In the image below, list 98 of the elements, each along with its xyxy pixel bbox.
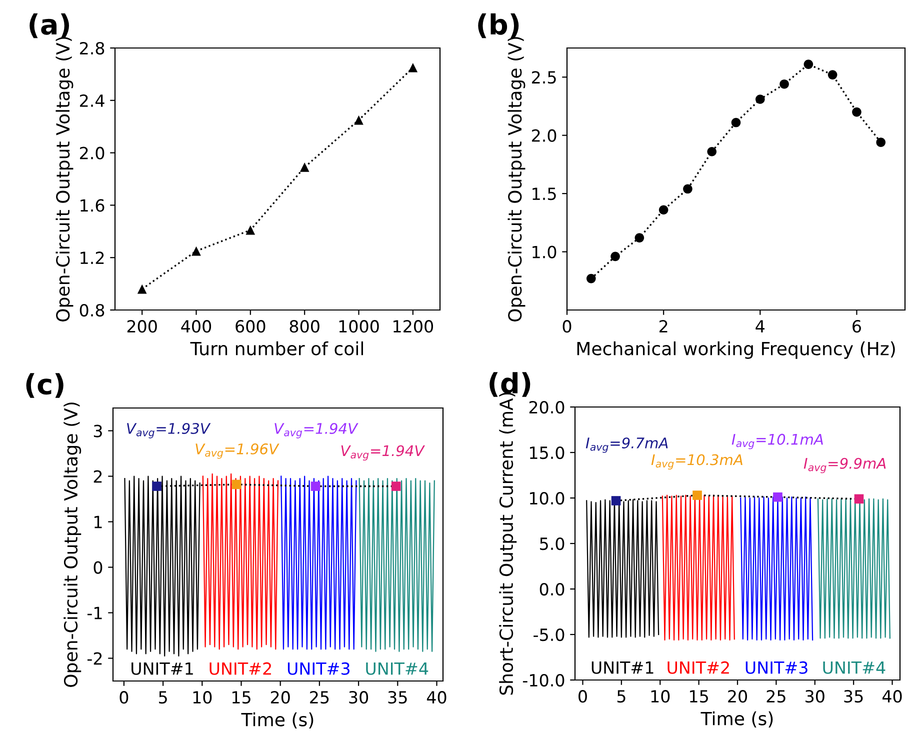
annotation: V$_{avg}$=1.96V [196, 443, 280, 459]
y-tick-label: -5.0 [534, 628, 564, 642]
y-tick-label: -1 [87, 606, 102, 620]
x-tick-label: 20 [270, 691, 290, 704]
annotation: V$_{avg}$=1.94V [274, 422, 358, 438]
y-tick-label: 20.0 [529, 400, 564, 414]
x-tick-label: 1200 [394, 320, 434, 333]
y-tick-label: 0 [94, 561, 102, 574]
chart-title: (b) [478, 13, 519, 38]
series-label: UNIT#4 [823, 662, 886, 674]
x-tick-label: 30 [349, 691, 368, 704]
x-tick-label: 10 [651, 690, 670, 703]
x-tick-label: 800 [290, 320, 320, 333]
point [246, 225, 256, 235]
point [707, 146, 717, 156]
point [804, 60, 814, 69]
x-tick-label: 35 [844, 690, 863, 703]
y-tick-label: 2.5 [532, 71, 556, 84]
x-tick-label: 400 [181, 320, 212, 333]
point [683, 184, 692, 194]
x-axis-title: Turn number of coil [190, 341, 364, 356]
x-tick-label: 1000 [339, 320, 379, 333]
x-tick-label: 30 [806, 690, 824, 703]
point [300, 162, 310, 172]
x-tick-label: 15 [690, 690, 708, 703]
x-tick-label: 25 [766, 690, 786, 703]
x-axis-title: Time (s) [241, 712, 314, 729]
line-series [202, 473, 279, 650]
point [610, 252, 620, 262]
y-tick-label: 5.0 [540, 537, 564, 550]
point [586, 274, 596, 284]
x-tick-label: 35 [388, 691, 407, 704]
y-tick-label: 0.0 [540, 582, 564, 596]
y-axis-title: Open-Circuit Output Voltage (V) [64, 402, 82, 687]
annotation: V$_{avg}$=1.94V [341, 445, 425, 461]
series-label: UNIT#1 [592, 662, 654, 674]
series-label: UNIT#4 [366, 662, 428, 675]
point [658, 205, 668, 215]
x-tick-label: 2 [659, 320, 668, 332]
line-series [280, 476, 357, 650]
y-tick-label: 2.0 [80, 146, 104, 160]
series-label: UNIT#3 [746, 661, 808, 674]
y-tick-label: 1 [94, 516, 102, 528]
y-axis-title: Open-Circuit Output Voltage (V) [56, 37, 74, 322]
x-axis-title: Time (s) [700, 711, 773, 728]
y-tick-label: -2 [87, 652, 102, 665]
y-tick-label: 2.4 [80, 94, 104, 107]
point [634, 233, 644, 242]
point [780, 79, 789, 89]
x-tick-label: 40 [882, 690, 902, 703]
x-tick-label: 40 [426, 691, 446, 704]
x-tick-label: 200 [127, 320, 157, 333]
y-tick-label: 10.0 [530, 492, 564, 505]
point [192, 246, 201, 256]
x-tick-label: 6 [852, 320, 861, 333]
data-label: I$_{avg}$=10.1mA [732, 434, 823, 450]
data-label: I$_{avg}$=9.7mA [586, 437, 668, 453]
point [408, 62, 418, 72]
y-tick-label: 15.0 [530, 446, 564, 460]
y-tick-label: 2.0 [532, 129, 556, 142]
annotation: V$_{avg}$=1.93V [127, 422, 211, 438]
x-tick-label: 4 [756, 320, 765, 332]
x-tick-label: 5 [159, 691, 167, 704]
point [731, 118, 741, 128]
y-tick-label: 1.5 [532, 188, 556, 200]
y-tick-label: 0.8 [80, 304, 104, 317]
line-series [358, 478, 435, 652]
x-tick-label: 0 [578, 690, 587, 703]
chart-title: (a) [30, 13, 69, 38]
y-tick-label: 1.0 [532, 246, 556, 258]
data-label: I$_{avg}$=9.9mA [804, 458, 886, 474]
y-tick-label: 2.8 [80, 42, 104, 55]
y-tick-label: 1.2 [80, 252, 104, 264]
series-label: UNIT#2 [210, 662, 271, 675]
y-tick-label: 2 [94, 470, 102, 483]
x-axis-title: Mechanical working Frequency (Hz) [577, 341, 895, 359]
y-tick-label: 1.6 [80, 199, 104, 212]
point [828, 70, 838, 80]
series-label: UNIT#2 [668, 661, 729, 674]
chart-title: (c) [26, 373, 64, 398]
x-tick-label: 25 [310, 691, 329, 704]
y-tick-label: 3 [94, 424, 102, 438]
x-tick-label: 0 [120, 691, 128, 704]
point [354, 115, 364, 125]
point [755, 94, 765, 104]
x-tick-label: 5 [617, 690, 626, 703]
y-axis-title: Open-Circuit Output Voltage (V) [508, 37, 526, 322]
data-label: I$_{avg}$=10.3mA [651, 454, 742, 470]
point [137, 284, 147, 294]
point [876, 138, 886, 147]
point [852, 107, 862, 117]
x-tick-label: 20 [728, 690, 747, 703]
x-tick-label: 10 [193, 691, 212, 704]
x-tick-label: 600 [236, 320, 266, 333]
series-label: UNIT#1 [132, 662, 193, 675]
y-tick-label: -10.0 [522, 674, 564, 687]
series-label: UNIT#3 [288, 662, 350, 675]
x-tick-label: 15 [232, 691, 250, 704]
